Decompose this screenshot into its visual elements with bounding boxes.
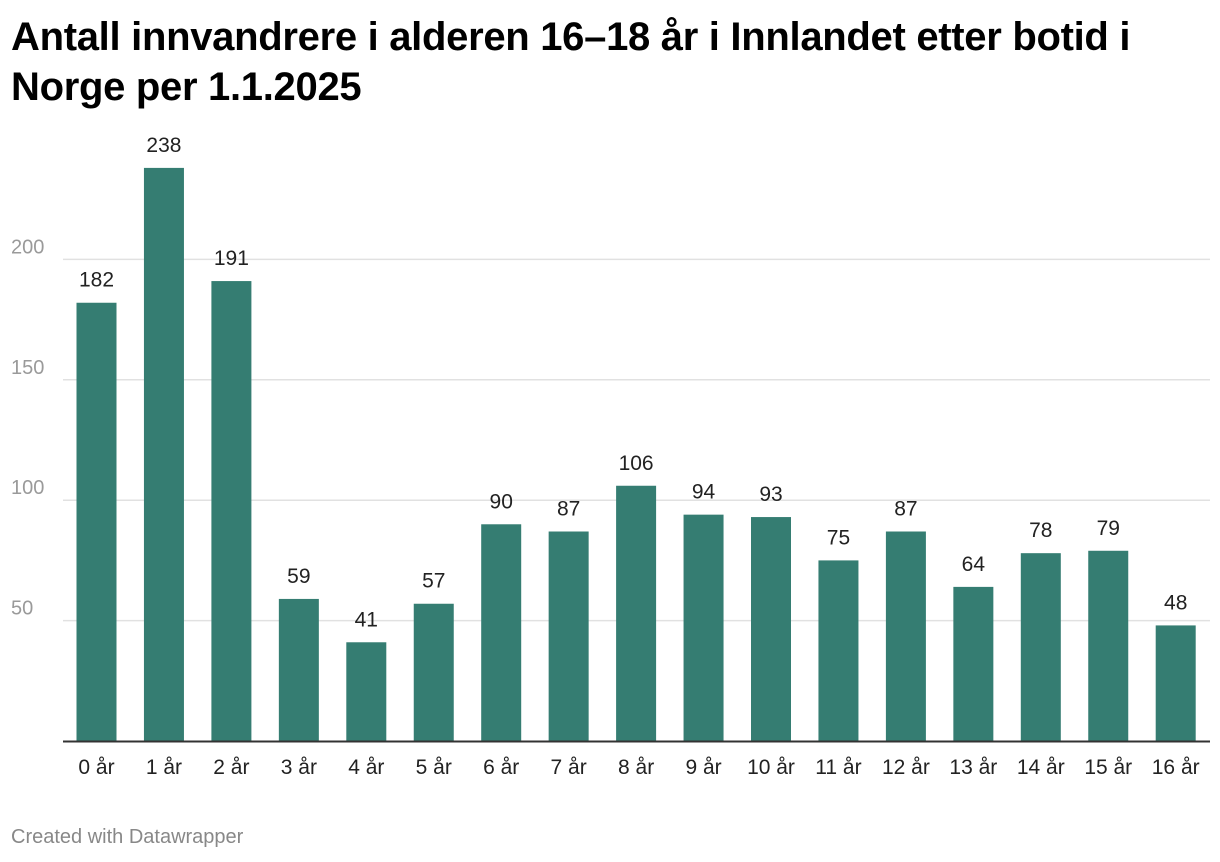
data-label: 41 — [355, 608, 378, 631]
bar[interactable] — [751, 517, 791, 741]
chart-title: Antall innvandrere i alderen 16–18 år i … — [11, 15, 1131, 109]
data-label: 48 — [1164, 591, 1187, 614]
x-tick-label: 2 år — [213, 756, 249, 779]
bar[interactable] — [413, 603, 454, 741]
data-label: 93 — [759, 483, 782, 506]
x-tick-label: 0 år — [78, 756, 114, 779]
data-label: 75 — [827, 526, 850, 549]
y-tick-label: 100 — [11, 477, 44, 499]
data-label: 79 — [1097, 517, 1120, 540]
x-axis-ticks: 0 år 1 år 2 år 3 år 4 år 5 år 6 år 7 år 8 år 9 år… — [78, 756, 1199, 779]
x-tick-label: 7 år — [551, 756, 587, 779]
bar[interactable] — [481, 524, 522, 741]
bar[interactable] — [885, 531, 926, 741]
bar[interactable] — [211, 281, 252, 741]
bar[interactable] — [143, 167, 184, 741]
bar[interactable] — [953, 586, 994, 741]
y-tick-label: 50 — [11, 598, 33, 620]
data-label: 182 — [79, 269, 114, 292]
x-tick-label: 8 år — [618, 756, 654, 779]
data-label: 87 — [894, 498, 917, 521]
x-tick-label: 6 år — [483, 756, 519, 779]
bar[interactable] — [818, 560, 859, 741]
data-label: 238 — [146, 134, 181, 157]
y-axis-ticks: 50 100 150 200 — [11, 236, 44, 619]
bar[interactable] — [1155, 625, 1196, 741]
x-tick-label: 14 år — [1017, 756, 1065, 779]
y-tick-label: 200 — [11, 236, 44, 258]
x-tick-label: 15 år — [1084, 756, 1132, 779]
x-tick-label: 16 år — [1152, 756, 1200, 779]
x-tick-label: 13 år — [949, 756, 997, 779]
data-label: 57 — [422, 570, 445, 593]
bar[interactable] — [616, 485, 657, 741]
bar[interactable] — [1020, 553, 1061, 741]
bar[interactable] — [76, 302, 117, 741]
data-label: 94 — [692, 481, 716, 504]
bar[interactable] — [346, 642, 387, 741]
bars — [76, 167, 1196, 741]
data-label: 87 — [557, 498, 580, 521]
x-tick-label: 1 år — [146, 756, 182, 779]
x-tick-label: 4 år — [348, 756, 384, 779]
data-label: 64 — [962, 553, 986, 576]
data-label: 78 — [1029, 519, 1052, 542]
x-tick-label: 11 år — [815, 756, 861, 779]
bar[interactable] — [683, 514, 724, 741]
data-label: 106 — [619, 452, 654, 475]
data-label: 59 — [287, 565, 310, 588]
x-tick-label: 10 år — [747, 756, 795, 779]
data-label: 90 — [490, 490, 513, 513]
data-labels: 182 238 191 59 41 57 90 87 106 94 93 75 87 64 78 79 48 — [79, 134, 1187, 631]
data-label: 191 — [214, 247, 249, 270]
bar[interactable] — [1088, 550, 1129, 741]
x-tick-label: 9 år — [685, 756, 721, 779]
x-tick-label: 3 år — [281, 756, 317, 779]
x-tick-label: 5 år — [416, 756, 452, 779]
x-tick-label: 12 år — [882, 756, 930, 779]
footer-credit[interactable]: Created with Datawrapper — [11, 826, 244, 848]
bar[interactable] — [278, 598, 319, 741]
y-tick-label: 150 — [11, 357, 44, 379]
bar[interactable] — [548, 531, 589, 741]
